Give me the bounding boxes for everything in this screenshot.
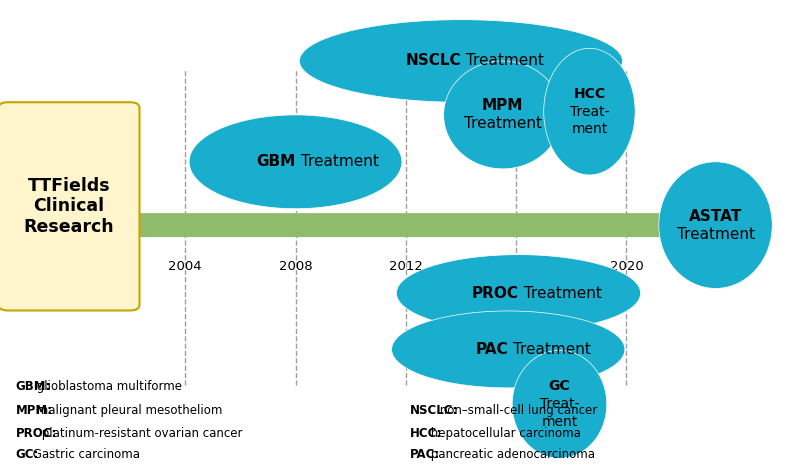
Text: GC:: GC: <box>16 448 39 461</box>
Text: Treatment: Treatment <box>508 342 591 357</box>
Text: GC: GC <box>548 379 571 393</box>
Ellipse shape <box>396 255 641 332</box>
Text: 2004: 2004 <box>169 260 202 273</box>
Text: Treatment: Treatment <box>519 286 601 301</box>
Ellipse shape <box>659 162 772 288</box>
Text: Gastric carcinoma: Gastric carcinoma <box>29 448 139 461</box>
Text: PROC: PROC <box>471 286 519 301</box>
FancyArrow shape <box>130 207 756 243</box>
Text: 2016: 2016 <box>500 260 533 273</box>
Text: Treatment: Treatment <box>461 53 544 68</box>
Text: PROC:: PROC: <box>16 427 58 440</box>
Text: GBM: GBM <box>256 154 296 169</box>
Text: hepatocellular carcinoma: hepatocellular carcinoma <box>427 427 581 440</box>
Text: Treatment: Treatment <box>677 227 754 242</box>
Text: Treatment: Treatment <box>296 154 378 169</box>
Text: HCC: HCC <box>574 87 605 101</box>
Text: 2020: 2020 <box>610 260 643 273</box>
Text: PAC: PAC <box>476 342 508 357</box>
Text: ment: ment <box>541 415 578 429</box>
Text: malignant pleural mesotheliom: malignant pleural mesotheliom <box>33 404 222 417</box>
Text: PAC:: PAC: <box>410 448 440 461</box>
Text: Treat-: Treat- <box>540 397 579 411</box>
Text: Treatment: Treatment <box>464 116 541 131</box>
Text: platinum-resistant ovarian cancer: platinum-resistant ovarian cancer <box>38 427 242 440</box>
Ellipse shape <box>512 350 607 458</box>
Text: 2012: 2012 <box>389 260 422 273</box>
Text: Treat-: Treat- <box>570 105 609 119</box>
Text: MPM:: MPM: <box>16 404 53 417</box>
Text: 2008: 2008 <box>279 260 312 273</box>
Ellipse shape <box>444 61 562 169</box>
Text: GBM:: GBM: <box>16 380 51 393</box>
Text: NSCLC:: NSCLC: <box>410 404 458 417</box>
Ellipse shape <box>544 48 635 175</box>
Text: non–small-cell lung cancer: non–small-cell lung cancer <box>436 404 597 417</box>
Text: glioblastoma multiforme: glioblastoma multiforme <box>33 380 182 393</box>
FancyBboxPatch shape <box>0 102 139 310</box>
Ellipse shape <box>299 20 623 102</box>
Ellipse shape <box>189 115 402 209</box>
Text: HCC:: HCC: <box>410 427 442 440</box>
Text: NSCLC: NSCLC <box>405 53 461 68</box>
Text: pancreatic adenocarcinoma: pancreatic adenocarcinoma <box>427 448 595 461</box>
Ellipse shape <box>392 311 625 388</box>
Text: ment: ment <box>571 122 608 136</box>
Text: TTFields
Clinical
Research: TTFields Clinical Research <box>24 176 114 236</box>
Text: MPM: MPM <box>482 98 523 113</box>
Text: ASTAT: ASTAT <box>689 209 742 224</box>
